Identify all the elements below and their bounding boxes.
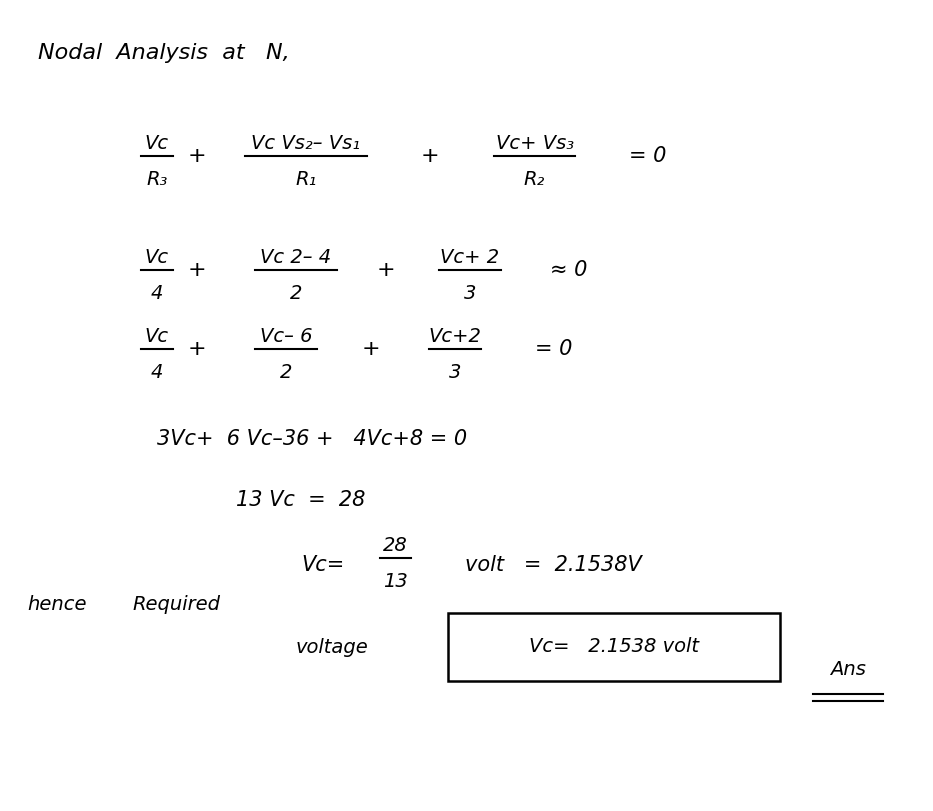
- Text: 2: 2: [290, 284, 302, 303]
- Text: 3: 3: [464, 284, 476, 303]
- Text: volt   =  2.1538V: volt = 2.1538V: [465, 555, 642, 575]
- Text: +: +: [376, 260, 395, 280]
- Text: hence: hence: [28, 595, 87, 614]
- Text: +: +: [421, 146, 439, 165]
- Text: 28: 28: [383, 536, 408, 555]
- Text: +: +: [361, 339, 380, 359]
- Text: Vc=   2.1538 volt: Vc= 2.1538 volt: [529, 637, 699, 656]
- Text: R₂: R₂: [524, 169, 545, 189]
- Text: Vc– 6: Vc– 6: [259, 328, 313, 346]
- Text: +: +: [188, 339, 206, 359]
- Text: R₁: R₁: [295, 169, 316, 189]
- Text: Vc: Vc: [145, 328, 169, 346]
- Text: 3Vc+  6 Vc–36 +   4Vc+8 = 0: 3Vc+ 6 Vc–36 + 4Vc+8 = 0: [157, 429, 467, 448]
- Text: Vc+ Vs₃: Vc+ Vs₃: [495, 134, 574, 152]
- Text: Vc: Vc: [145, 134, 169, 152]
- Text: 3: 3: [449, 363, 461, 382]
- Text: R₃: R₃: [146, 169, 168, 189]
- Text: = 0: = 0: [535, 339, 572, 359]
- Text: Vc+2: Vc+2: [428, 328, 481, 346]
- Text: voltage: voltage: [296, 637, 369, 657]
- Text: Nodal  Analysis  at   N,: Nodal Analysis at N,: [37, 44, 289, 63]
- Text: 2: 2: [280, 363, 292, 382]
- Text: 13 Vc  =  28: 13 Vc = 28: [236, 491, 366, 510]
- Text: Vc Vs₂– Vs₁: Vc Vs₂– Vs₁: [251, 134, 360, 152]
- Text: Vc=: Vc=: [301, 555, 344, 575]
- Text: +: +: [188, 146, 206, 165]
- Text: Required: Required: [132, 595, 220, 614]
- Text: 4: 4: [150, 284, 163, 303]
- Text: Vc: Vc: [145, 248, 169, 267]
- Text: Vc 2– 4: Vc 2– 4: [260, 248, 331, 267]
- Text: Vc+ 2: Vc+ 2: [440, 248, 499, 267]
- Text: = 0: = 0: [629, 146, 666, 165]
- Text: +: +: [188, 260, 206, 280]
- Text: Ans: Ans: [829, 660, 866, 679]
- FancyBboxPatch shape: [448, 612, 780, 681]
- Text: 4: 4: [150, 363, 163, 382]
- Text: 13: 13: [383, 572, 408, 591]
- Text: ≈ 0: ≈ 0: [550, 260, 587, 280]
